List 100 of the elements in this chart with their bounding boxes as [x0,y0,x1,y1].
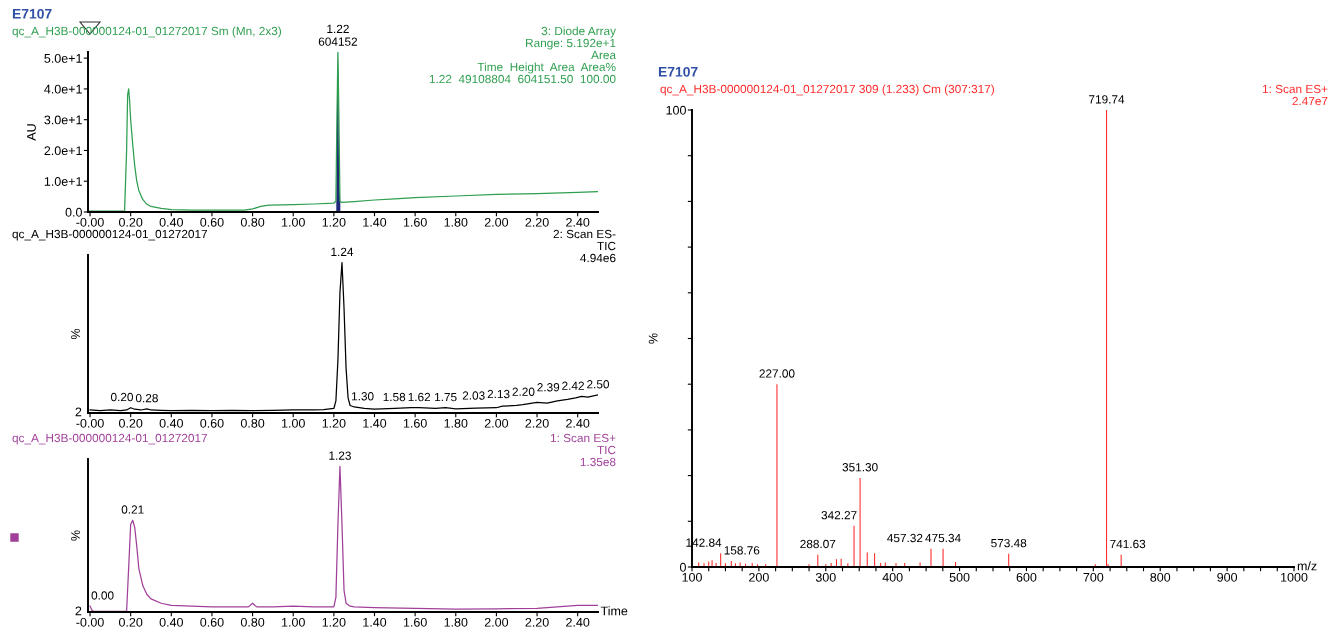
annotation: 0.00 [91,591,114,600]
x-tick-label: 200 [749,572,769,582]
annotation: 1.22 49108804 604151.50 100.00 [429,74,616,84]
x-tick-label: 1.60 [403,617,427,627]
x-tick-label: 2.00 [484,217,509,227]
annotation: 1.24 [331,247,354,256]
x-tick-label: 0.60 [200,418,224,428]
x-tick-label: 2.00 [484,418,509,428]
x-tick-label: 1.80 [444,418,468,428]
text: 2 [75,606,82,616]
annotation: 1.23 [329,451,351,460]
x-tick-label: 600 [1016,572,1037,582]
chart-subtitle: qc_A_H3B-000000124-01_01272017 309 (1.233) Cm (307:317) [660,84,994,96]
annotation: 342.27 [821,511,857,520]
x-tick-label: 1.00 [282,217,305,227]
x-tick-label: 1.20 [322,217,346,227]
x-tick-label: 400 [882,572,903,582]
text: 2.47e7 [1292,96,1328,106]
annotation: 288.07 [800,539,836,549]
y-tick-label: 0.0 [65,207,82,217]
text: 2: Scan ES- [553,229,616,239]
x-tick-label: 0.40 [159,217,183,227]
x-tick-label: 0.80 [240,217,265,227]
text: Range: 5.192e+1 [526,38,616,50]
chart-subtitle: qc_A_H3B-000000124-01_01272017 [12,229,208,241]
y-tick-label: 4.0e+1 [44,84,82,94]
annotation: 0.20 [110,392,134,402]
x-tick-label: 2.20 [525,217,549,227]
x-tick-label: 500 [949,572,970,582]
text: 1.35e8 [580,457,616,467]
y-tick-label: 2.0e+1 [44,146,82,156]
text: 2 [75,407,82,417]
annotation: 2.50 [587,380,610,389]
annotation: 1.30 [351,392,374,401]
x-tick-label: 0.20 [118,418,143,428]
annotation: 1.75 [435,393,457,402]
x-tick-label: 1.40 [363,418,387,428]
annotation: 351.30 [842,463,878,472]
x-tick-label: -0.00 [76,418,104,428]
x-tick-label: 1.20 [322,617,346,627]
y-axis-title: % [71,530,80,541]
text: 1: Scan ES+ [1262,84,1328,94]
x-tick-label: 2.20 [525,418,549,428]
x-tick-label: 0.40 [159,418,183,428]
x-tick-label: 2.40 [566,217,590,227]
chart-subtitle: qc_A_H3B-000000124-01_01272017 Sm (Mn, 2x3) [12,26,282,38]
x-axis-title: m/z [1297,561,1317,571]
x-tick-label: 1.60 [403,418,427,428]
y-tick-label: 3.0e+1 [44,115,82,125]
x-tick-label: 0.20 [118,217,143,227]
x-tick-label: 900 [1217,572,1238,582]
annotation: 158.76 [724,546,760,555]
annotation: 2.39 [537,383,560,392]
text: 3: Diode Array [541,26,616,38]
annotation: 1.58 [383,392,406,402]
annotation: 741.63 [1110,539,1146,549]
x-tick-label: -0.00 [76,217,104,227]
annotation: Time Height Area Area% [477,62,616,74]
x-tick-label: 0.20 [118,617,143,627]
x-tick-label: 2.40 [566,617,590,627]
annotation: Area [591,50,616,60]
annotation: 475.34 [925,533,961,543]
y-axis-title: % [648,333,658,344]
chart-title: E7107 [658,66,698,77]
y-axis-title: % [71,328,80,340]
annotation: 573.48 [991,538,1027,548]
annotation: 2.13 [487,389,510,399]
annotation: 2.42 [562,381,584,390]
annotation: 227.00 [759,369,795,378]
annotation: 1.22 604152 [318,24,358,46]
annotation: 0.28 [135,393,158,403]
x-tick-label: 0.80 [240,418,265,428]
x-tick-label: 2.00 [484,617,509,627]
annotation: 2.20 [512,387,535,396]
x-tick-label: 1.20 [322,418,346,428]
x-axis-title: Time [600,606,628,616]
text: 1: Scan ES+ [550,433,616,443]
y-tick-label: 1.0e+1 [44,177,82,186]
y-tick-label: 5.0e+1 [44,53,82,63]
x-tick-label: 1.40 [363,217,387,227]
text: TIC [597,241,616,251]
annotation: 719.74 [1089,95,1125,104]
x-tick-label: 0.60 [200,617,224,627]
x-tick-label: 1.80 [444,217,468,227]
x-tick-label: 300 [815,572,836,582]
x-tick-label: -0.00 [76,617,104,627]
text: 4.94e6 [580,253,616,263]
y-axis-title: AU [27,124,36,141]
x-tick-label: 0.80 [240,617,265,627]
x-tick-label: 700 [1083,572,1104,582]
chart-subtitle: qc_A_H3B-000000124-01_01272017 [12,433,208,445]
x-tick-label: 1.40 [363,617,387,627]
x-tick-label: 1.00 [282,617,305,627]
chart-title: E7107 [12,8,52,19]
x-tick-label: 1.00 [282,418,305,428]
x-tick-label: 100 [682,572,702,582]
annotation: 457.32 [887,533,923,543]
annotation: 2.03 [462,391,485,400]
x-tick-label: 800 [1150,572,1171,582]
x-tick-label: 0.40 [159,617,183,627]
